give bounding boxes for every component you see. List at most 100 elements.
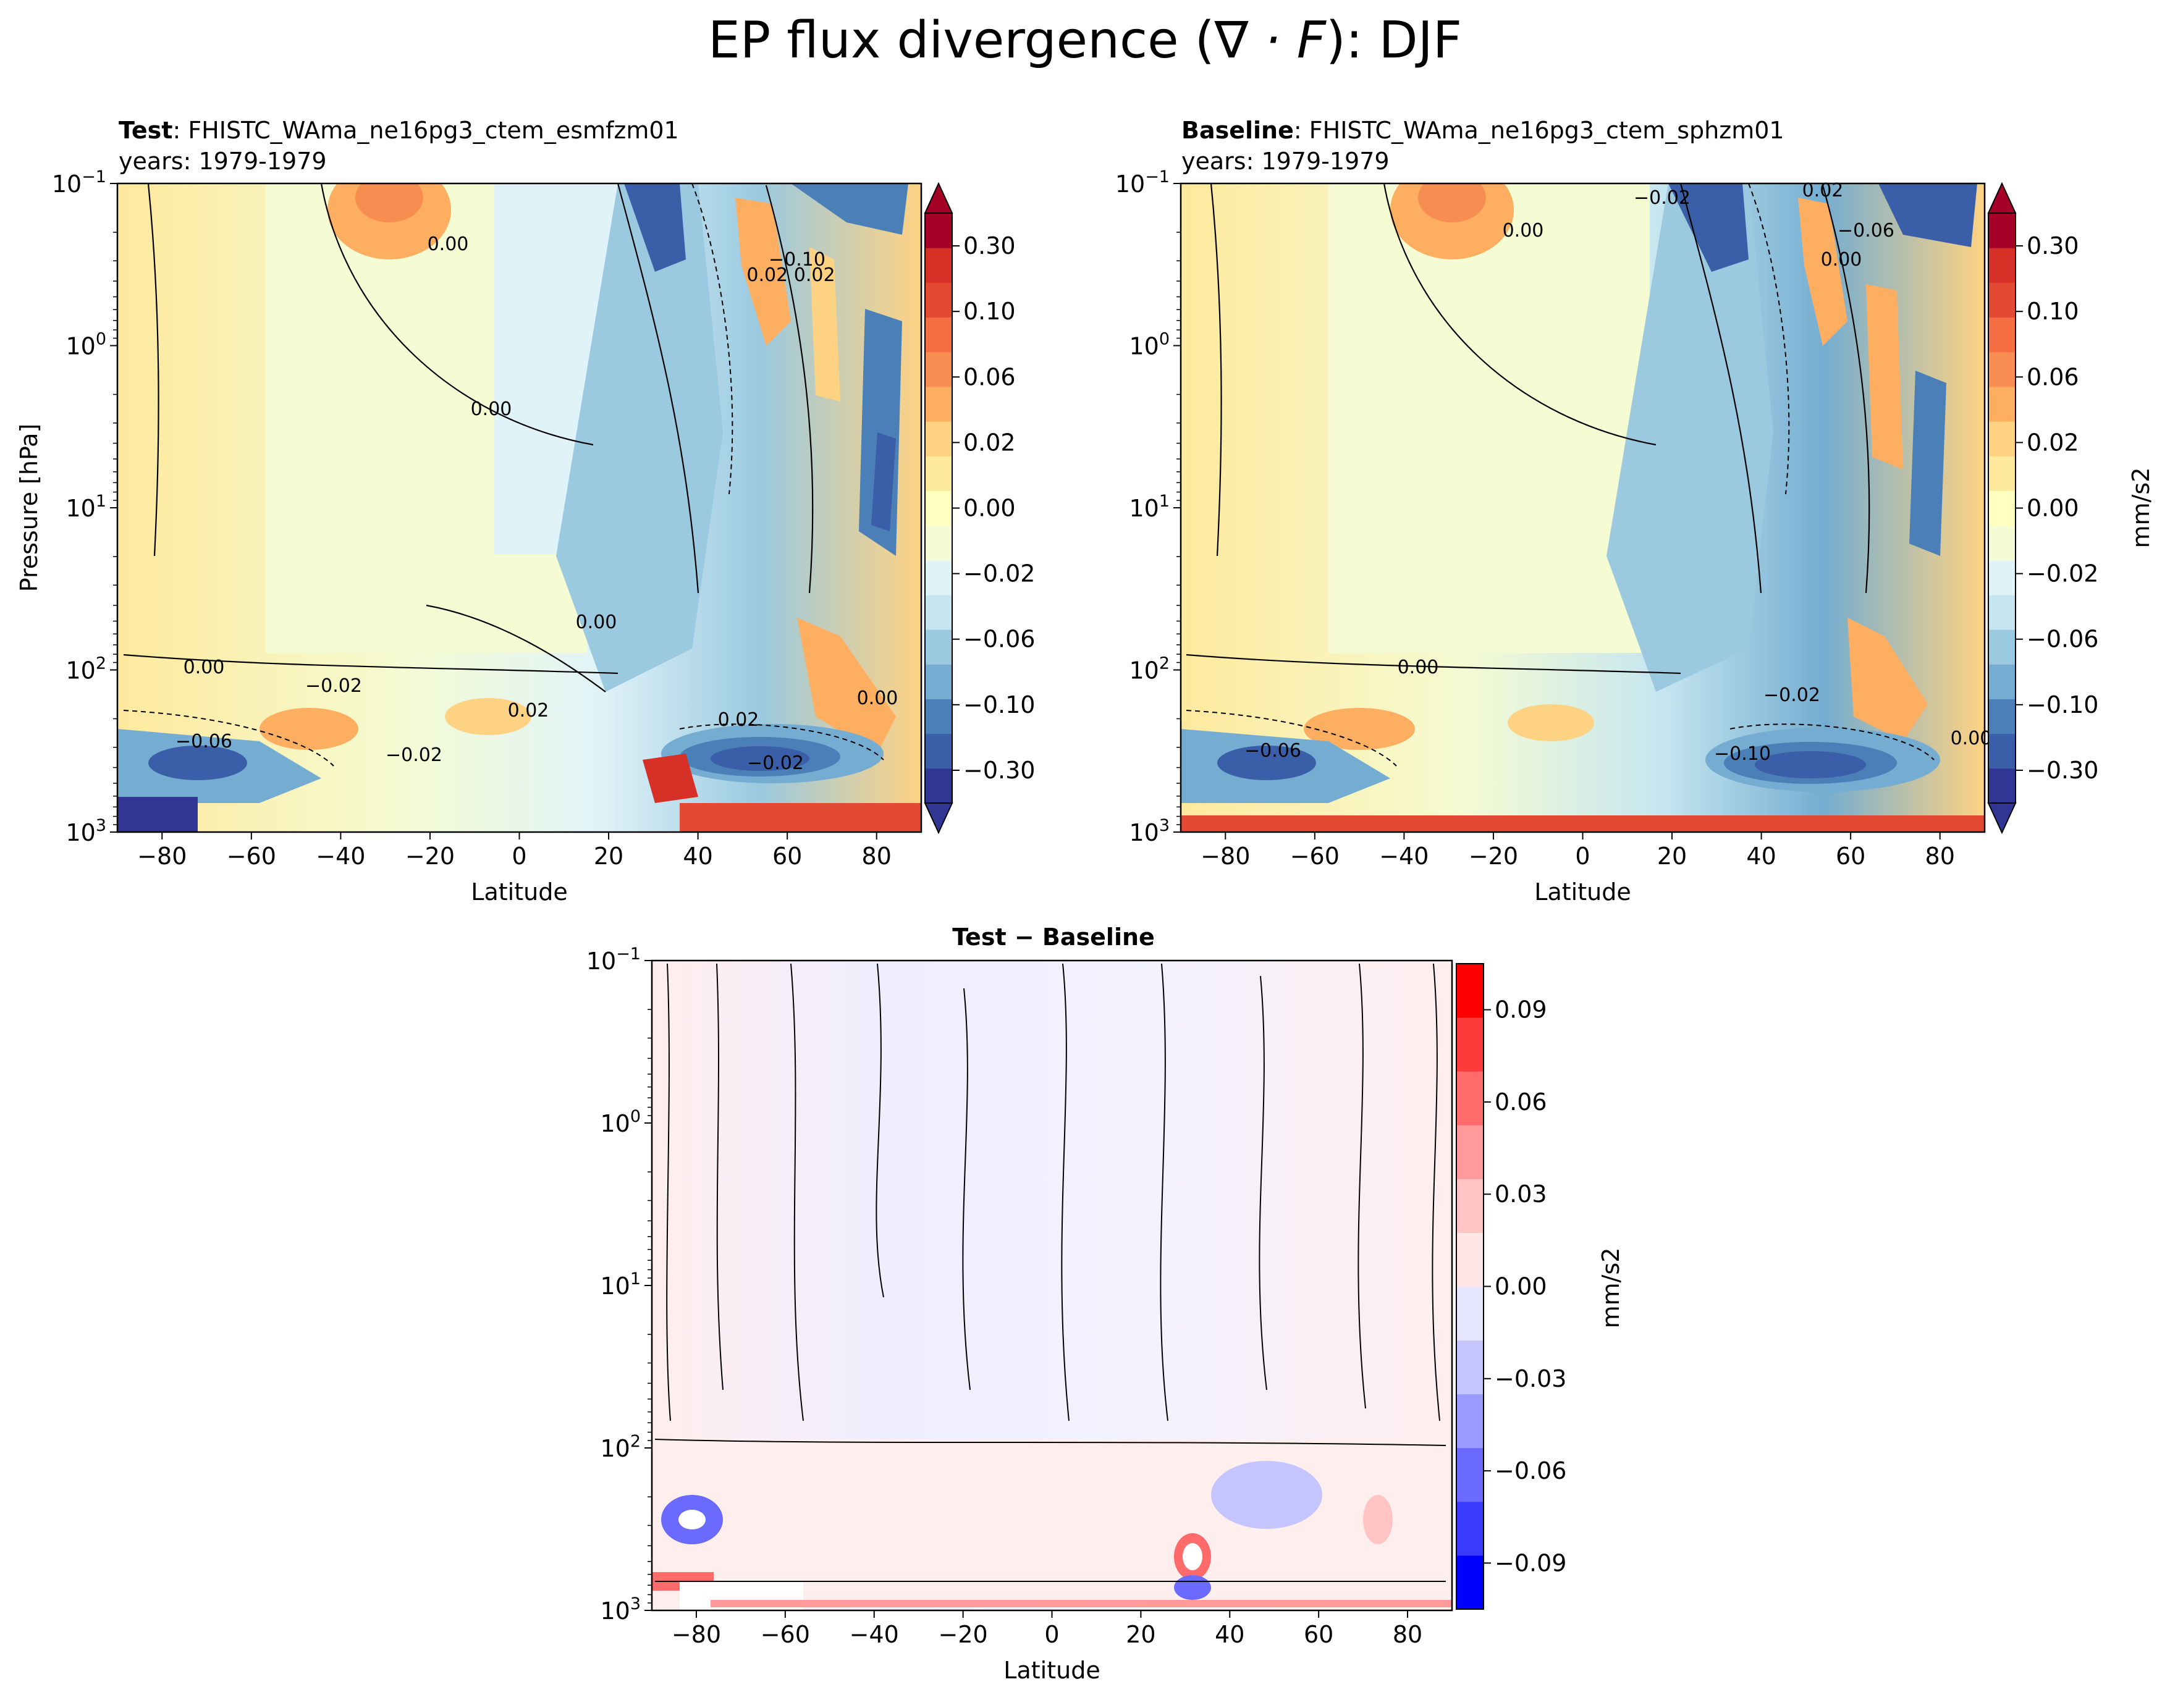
diff-colorbar-swatch (1456, 1447, 1484, 1502)
baseline-xtick-label: 40 (1746, 843, 1776, 870)
test-colorbar-tick-label: 0.10 (963, 298, 1016, 325)
test-contour-label: 0.02 0.02 (746, 264, 835, 286)
test-xtick-label: −60 (227, 843, 276, 870)
baseline-contour-label: 0.00 (1398, 657, 1439, 678)
baseline-xtick-label: 0 (1575, 843, 1590, 870)
test-colorbar-swatch (925, 699, 952, 734)
test-ytick-label: 101 (65, 492, 106, 522)
diff-colorbar-tick-label: 0.09 (1495, 996, 1547, 1024)
test-contour-label: 0.02 (508, 700, 549, 721)
baseline-xtick-label: −60 (1290, 843, 1340, 870)
baseline-colorbar-swatch (1988, 351, 2016, 387)
test-contour-label: 0.02 (718, 709, 759, 731)
test-ytick-label: 10−1 (52, 167, 106, 198)
diff-colorbar-swatch (1456, 964, 1484, 1018)
test-colorbar-tick-label: 0.06 (963, 363, 1016, 390)
test-colorbar-tick-label: −0.10 (963, 691, 1035, 718)
diff-colorbar-tick-label: −0.06 (1495, 1457, 1566, 1484)
baseline-colorbar-extend-bottom (1987, 802, 2017, 835)
test-colorbar-swatch (925, 456, 952, 491)
baseline-xtick-label: 80 (1925, 843, 1955, 870)
baseline-colorbar-swatch (1988, 213, 2016, 248)
baseline-colorbar-tick-label: −0.30 (2027, 757, 2098, 784)
baseline-xtick-label: 60 (1836, 843, 1865, 870)
baseline-contour-label: −0.10 (1714, 743, 1771, 765)
baseline-ytick-label: 100 (1129, 330, 1170, 360)
test-colorbar-swatch (925, 560, 952, 595)
diff-xtick-label: 80 (1393, 1621, 1422, 1648)
baseline-colorbar-tick-label: 0.10 (2027, 298, 2079, 325)
diff-colorbar-swatch (1456, 1286, 1484, 1341)
test-colorbar-tick-label: 0.02 (963, 429, 1016, 456)
baseline-colorbar-swatch (1988, 248, 2016, 283)
test-colorbar-swatch (925, 248, 952, 283)
baseline-colorbar-swatch (1988, 525, 2016, 561)
baseline-ytick-label: 102 (1129, 654, 1170, 684)
diff-colorbar-swatch (1456, 1179, 1484, 1233)
diff-colorbar-swatch (1456, 1501, 1484, 1556)
test-contour-label: −0.02 (386, 744, 442, 766)
baseline-plot-area (1181, 183, 1985, 832)
test-colorbar-tick-label: 0.00 (963, 495, 1016, 522)
baseline-xtick-label: 20 (1657, 843, 1687, 870)
test-colorbar-swatch (925, 282, 952, 318)
test-colorbar-tick-label: −0.02 (963, 560, 1035, 587)
diff-colorbar-swatch (1456, 1125, 1484, 1179)
test-colorbar-swatch (925, 317, 952, 353)
diff-plot-area (652, 961, 1452, 1610)
diff-ytick-label: 100 (600, 1107, 641, 1137)
diff-colorbar-swatch (1456, 1555, 1484, 1610)
baseline-colorbar-extend-top (1987, 182, 2017, 214)
test-contour-label: 0.00 (428, 233, 469, 255)
baseline-contour-label: 0.00 (1951, 728, 1992, 749)
baseline-contour-label: 0.00 (1503, 220, 1544, 242)
diff-colorbar-unit-label: mm/s2 (1597, 1248, 1624, 1329)
test-colorbar-swatch (925, 594, 952, 630)
baseline-ytick-label: 101 (1129, 492, 1170, 522)
test-xtick-label: −20 (405, 843, 455, 870)
baseline-contour-label: 0.02 (1802, 180, 1844, 201)
baseline-contour-label: −0.06 (1244, 740, 1301, 762)
test-colorbar-swatch (925, 213, 952, 248)
baseline-colorbar-tick-label: −0.10 (2027, 691, 2098, 718)
baseline-colorbar-swatch (1988, 768, 2016, 804)
test-colorbar-swatch (925, 733, 952, 769)
baseline-contour-label: −0.06 (1838, 220, 1894, 242)
diff-colorbar-swatch (1456, 1017, 1484, 1072)
test-colorbar-swatch (925, 351, 952, 387)
baseline-colorbar-tick-label: 0.02 (2027, 429, 2079, 456)
test-contour-label: 0.00 (576, 612, 617, 633)
test-colorbar-tick-label: 0.30 (963, 232, 1016, 259)
test-xtick-label: −40 (316, 843, 365, 870)
diff-colorbar-tick-label: −0.09 (1495, 1549, 1566, 1576)
baseline-contour-label: −0.02 (1763, 684, 1820, 706)
test-colorbar-swatch (925, 768, 952, 804)
diff-ytick-label: 103 (600, 1594, 641, 1625)
test-ytick-label: 103 (65, 816, 106, 846)
diff-colorbar-tick-label: −0.03 (1495, 1365, 1566, 1392)
test-xtick-label: −80 (137, 843, 187, 870)
test-colorbar-swatch (925, 664, 952, 699)
diff-xtick-label: 0 (1044, 1621, 1059, 1648)
baseline-contour-label: −0.02 (1634, 187, 1691, 209)
baseline-xtick-label: −20 (1469, 843, 1518, 870)
colorbar-unit-label: mm/s2 (2127, 468, 2155, 549)
baseline-colorbar-tick-label: −0.06 (2027, 626, 2098, 653)
baseline-colorbar-swatch (1988, 664, 2016, 699)
baseline-ytick-label: 10−1 (1115, 167, 1170, 198)
baseline-colorbar-swatch (1988, 629, 2016, 665)
baseline-colorbar-swatch (1988, 421, 2016, 456)
diff-colorbar-tick-label: 0.06 (1495, 1088, 1547, 1116)
test-colorbar-swatch (925, 386, 952, 422)
baseline-colorbar-tick-label: 0.00 (2027, 495, 2079, 522)
diff-xlabel: Latitude (1003, 1657, 1100, 1684)
diff-colorbar-tick-label: 0.00 (1495, 1273, 1547, 1300)
diff-colorbar-swatch (1456, 1340, 1484, 1395)
baseline-colorbar-swatch (1988, 456, 2016, 491)
test-ylabel: Pressure [hPa] (15, 424, 43, 592)
test-contour-label: −0.02 (305, 675, 362, 697)
test-xtick-label: 80 (862, 843, 892, 870)
test-xlabel: Latitude (471, 878, 567, 906)
test-contour-label: 0.00 (184, 657, 225, 678)
